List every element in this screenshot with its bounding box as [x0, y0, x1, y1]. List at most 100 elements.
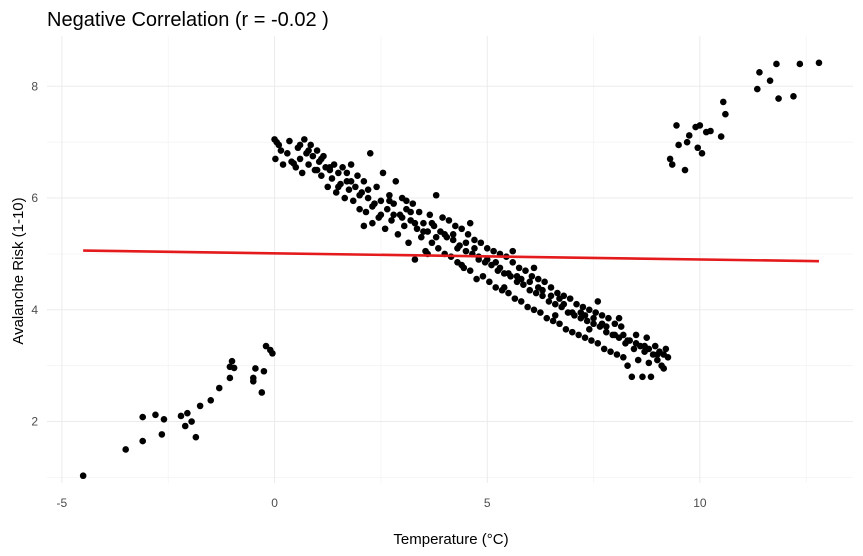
data-point — [537, 309, 544, 316]
data-point — [409, 200, 417, 207]
data-point — [177, 412, 185, 420]
data-point — [184, 409, 191, 417]
data-point — [509, 247, 517, 255]
data-point — [611, 320, 619, 328]
data-point — [547, 284, 555, 291]
data-point — [577, 309, 585, 316]
fit-line-group — [83, 249, 819, 263]
x-tick-label: 10 — [693, 496, 707, 510]
data-point — [624, 362, 631, 369]
data-point — [417, 233, 425, 241]
data-point — [522, 267, 529, 274]
data-point — [335, 183, 342, 191]
x-axis-title: Temperature (°C) — [393, 531, 508, 548]
data-point — [411, 256, 419, 263]
data-point — [386, 197, 393, 205]
data-point — [775, 95, 782, 102]
data-point — [432, 191, 440, 199]
data-point — [335, 169, 342, 177]
data-point — [526, 286, 534, 294]
y-axis-title: Avalanche Risk (1-10) — [10, 197, 27, 344]
data-point — [181, 422, 189, 430]
data-point — [477, 239, 485, 247]
data-point — [528, 272, 536, 280]
data-point — [160, 416, 168, 423]
data-point — [413, 225, 421, 233]
data-point — [562, 326, 570, 333]
data-point — [369, 219, 376, 227]
data-point — [554, 289, 561, 297]
data-point — [288, 158, 295, 166]
data-point — [386, 191, 393, 199]
data-point — [598, 320, 606, 328]
data-point — [660, 365, 668, 372]
data-point — [581, 334, 589, 342]
data-point — [585, 306, 593, 314]
data-point — [681, 166, 689, 174]
data-point — [296, 155, 304, 163]
data-point — [505, 289, 512, 297]
data-point — [449, 236, 457, 244]
data-point — [139, 413, 146, 421]
data-point — [152, 411, 159, 419]
data-point — [405, 239, 412, 247]
data-point — [492, 258, 500, 266]
x-tick-labels: -5 0 5 10 — [57, 496, 707, 510]
chart-title: Negative Correlation (r = -0.02 ) — [47, 9, 329, 31]
data-point — [428, 239, 436, 247]
data-point — [719, 98, 727, 106]
data-point — [524, 303, 531, 311]
data-point — [381, 225, 389, 233]
data-point — [360, 177, 368, 185]
data-point — [390, 211, 397, 219]
y-tick-label: 6 — [31, 191, 38, 205]
data-point — [366, 150, 374, 157]
x-tick-label: -5 — [57, 496, 68, 510]
data-point — [392, 177, 400, 185]
x-tick-label: 0 — [271, 496, 278, 510]
data-point — [360, 222, 368, 230]
data-point — [432, 233, 440, 241]
data-point — [452, 222, 459, 230]
data-point — [352, 183, 359, 191]
data-point — [428, 219, 436, 227]
data-point — [568, 309, 576, 316]
data-point — [722, 110, 729, 118]
data-point — [305, 161, 312, 168]
data-point — [520, 281, 527, 288]
data-point — [815, 59, 823, 67]
data-point — [539, 292, 546, 300]
data-point — [568, 328, 576, 336]
data-point — [466, 219, 474, 227]
data-point — [647, 373, 655, 381]
data-point — [284, 150, 291, 157]
data-point — [343, 169, 351, 177]
data-point — [252, 365, 259, 372]
data-points — [79, 59, 823, 480]
data-point — [566, 295, 574, 302]
data-point — [215, 384, 223, 392]
data-point — [796, 60, 804, 68]
data-point — [543, 314, 551, 322]
data-point — [773, 60, 780, 68]
data-point — [260, 367, 268, 375]
data-point — [634, 356, 642, 364]
data-point — [696, 122, 704, 129]
data-point — [483, 245, 491, 252]
data-point — [415, 208, 423, 216]
data-point — [603, 328, 610, 336]
data-point — [435, 245, 442, 252]
data-point — [585, 326, 593, 333]
data-point — [575, 331, 582, 339]
data-point — [328, 175, 336, 182]
data-point — [332, 189, 340, 196]
data-point — [598, 312, 606, 319]
data-point — [556, 320, 563, 328]
data-point — [383, 205, 391, 213]
data-point — [462, 247, 470, 255]
data-point — [275, 141, 283, 149]
data-point — [398, 214, 406, 221]
data-point — [356, 205, 363, 213]
data-point — [545, 298, 553, 305]
data-point — [296, 141, 304, 149]
